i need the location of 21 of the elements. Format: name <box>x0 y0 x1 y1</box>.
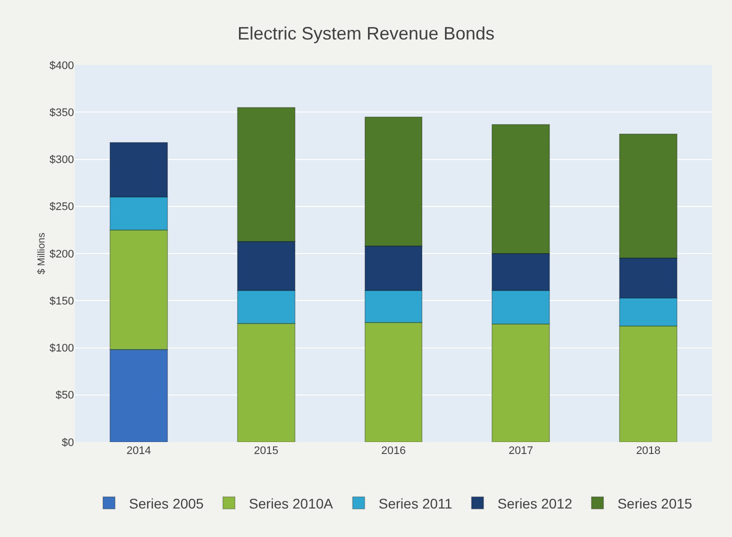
chart-title: Electric System Revenue Bonds <box>237 23 495 44</box>
y-tick-label: $100 <box>50 342 74 355</box>
legend-label: Series 2010A <box>248 495 334 512</box>
x-tick-label: 2015 <box>254 445 278 457</box>
x-tick-label: 2018 <box>636 445 661 457</box>
y-tick-label: $0 <box>62 436 74 449</box>
y-tick-label: $350 <box>50 106 74 119</box>
y-tick-label: $150 <box>50 295 74 308</box>
y-tick-label: $400 <box>50 60 74 72</box>
legend-label: Series 2011 <box>378 495 453 512</box>
legend-label: Series 2005 <box>129 495 204 512</box>
y-axis-title: $ Millions <box>36 232 48 274</box>
x-tick-label: 2014 <box>126 445 151 457</box>
x-tick-label: 2017 <box>508 445 534 457</box>
legend-label: Series 2015 <box>617 495 692 512</box>
y-tick-label: $300 <box>50 154 74 166</box>
y-tick-label: $250 <box>50 201 74 214</box>
legend-label: Series 2012 <box>498 495 572 512</box>
y-tick-label: $50 <box>56 390 74 402</box>
x-tick-label: 2016 <box>381 445 406 457</box>
y-tick-label: $200 <box>50 248 74 260</box>
